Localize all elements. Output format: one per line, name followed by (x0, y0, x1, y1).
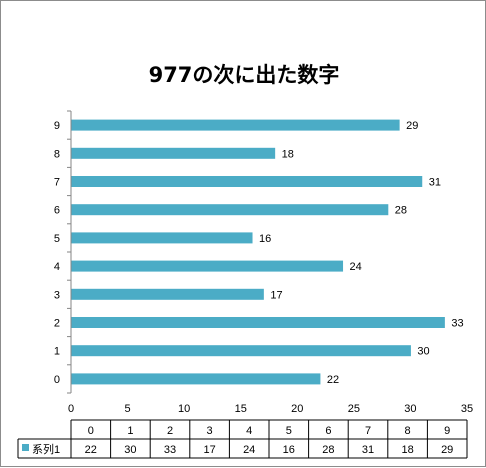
bar (71, 204, 389, 216)
bar (71, 345, 411, 357)
table-header-cell: 2 (167, 425, 173, 437)
bar (71, 373, 321, 385)
bar (71, 260, 344, 272)
bar (71, 232, 253, 244)
table-header-cell: 6 (325, 425, 331, 437)
bar (71, 317, 445, 328)
legend-key (22, 444, 29, 451)
table-value-cell: 16 (283, 444, 295, 456)
chart-title: 977の次に出た数字 (149, 63, 340, 87)
y-tick-label: 1 (54, 346, 60, 358)
table-value-cell: 29 (441, 444, 453, 456)
table-value-cell: 24 (243, 444, 255, 456)
y-tick-label: 3 (54, 289, 60, 301)
plot-area: 0 221 302 333 174 245 166 287 318 189 29 (54, 110, 464, 394)
data-label: 18 (282, 148, 294, 160)
table-header-cell: 5 (286, 425, 292, 437)
data-label: 30 (417, 346, 429, 358)
data-label: 31 (429, 177, 441, 189)
table-header-cell: 7 (365, 425, 371, 437)
table-header-cell: 4 (246, 425, 252, 437)
x-tick-label: 0 (68, 403, 74, 415)
bar (71, 119, 400, 131)
table-value-cell: 31 (362, 444, 374, 456)
table-header-cell: 1 (127, 425, 133, 437)
x-tick-label: 30 (404, 403, 416, 415)
data-label: 28 (395, 205, 407, 217)
data-label: 33 (451, 318, 463, 330)
table-value-cell: 17 (203, 444, 215, 456)
data-label: 24 (350, 261, 362, 273)
y-tick-label: 4 (54, 261, 60, 273)
table-header-cell: 3 (207, 425, 213, 437)
y-tick-label: 9 (54, 120, 60, 132)
x-tick-label: 20 (291, 403, 303, 415)
data-label: 17 (270, 289, 282, 301)
y-tick-label: 6 (54, 205, 60, 217)
x-tick-label: 10 (178, 403, 190, 415)
bar (71, 147, 276, 159)
x-tick-label: 35 (461, 403, 473, 415)
series-name: 系列1 (32, 442, 60, 456)
x-axis: 0 5 10 15 20 25 30 35 (68, 403, 473, 415)
table-value-cell: 30 (124, 444, 136, 456)
y-tick-label: 5 (54, 233, 60, 245)
y-tick-label: 7 (54, 177, 60, 189)
table-value-cell: 28 (322, 444, 334, 456)
table-value-cell: 18 (401, 444, 413, 456)
table-header-cell: 0 (88, 425, 94, 437)
y-tick-label: 0 (54, 374, 60, 386)
table-value-cell: 22 (85, 444, 97, 456)
bar (71, 176, 423, 187)
bar (71, 288, 264, 300)
data-label: 22 (327, 374, 339, 386)
y-tick-label: 2 (54, 318, 60, 330)
x-tick-label: 15 (235, 403, 247, 415)
y-tick-label: 8 (54, 148, 60, 160)
table-header-cell: 8 (405, 425, 411, 437)
x-tick-label: 5 (125, 403, 131, 415)
x-tick-label: 25 (348, 403, 360, 415)
table-header-cell: 9 (444, 425, 450, 437)
data-label: 29 (406, 120, 418, 132)
table-value-cell: 33 (164, 444, 176, 456)
data-label: 16 (259, 233, 271, 245)
